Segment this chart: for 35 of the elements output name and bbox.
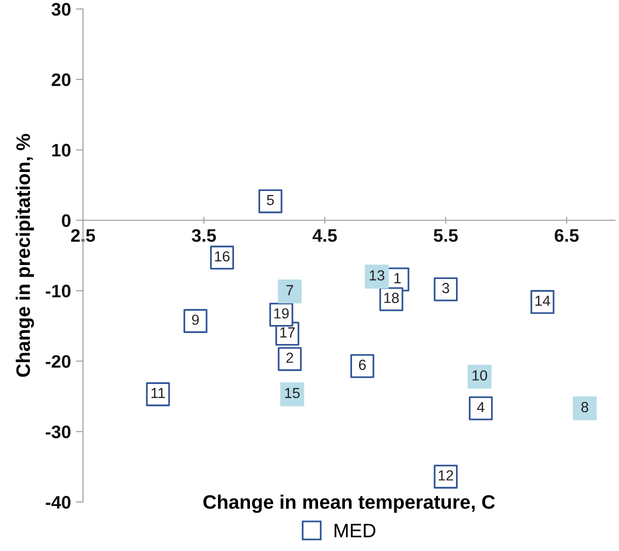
annotation: 16 <box>215 251 230 262</box>
legend-label: MED <box>334 524 376 538</box>
y-tick-label: -30 <box>46 426 70 438</box>
x-tick-label: 5.5 <box>434 229 458 242</box>
y-tick-label: 10 <box>52 144 70 157</box>
annotation: 19 <box>274 308 289 319</box>
annotation: 5 <box>266 195 274 206</box>
y-tick-label: -40 <box>46 496 70 509</box>
y-tick-label: 20 <box>52 73 70 86</box>
y-axis-title: Change in precipitation, % <box>16 134 34 377</box>
annotation: 15 <box>285 388 300 398</box>
x-tick-label: 4.5 <box>312 229 337 242</box>
annotation: 8 <box>581 402 588 412</box>
x-tick-label: 6.5 <box>554 229 579 242</box>
y-tick-label: 0 <box>62 214 70 228</box>
annotation: 17 <box>280 327 295 338</box>
x-tick-label: 3.5 <box>192 229 216 242</box>
annotation: 12 <box>438 470 454 480</box>
y-tick-label: -10 <box>46 284 70 298</box>
annotation: 13 <box>370 270 384 281</box>
annotation: 4 <box>477 402 484 412</box>
annotation: 18 <box>384 292 399 304</box>
annotation: 2 <box>286 352 294 363</box>
annotation: 1 <box>394 273 401 284</box>
annotation: 9 <box>192 314 199 325</box>
annotation: 7 <box>286 285 294 296</box>
x-tick-label: 2.5 <box>71 229 96 242</box>
annotation: 11 <box>152 388 165 398</box>
y-tick-label: 30 <box>52 2 70 16</box>
annotation: 6 <box>358 360 366 370</box>
annotation: 14 <box>535 296 550 306</box>
x-axis-title: Change in mean temperature, C <box>203 494 495 513</box>
y-tick-label: -20 <box>46 355 70 368</box>
annotation: 10 <box>472 370 488 381</box>
annotation: 3 <box>442 282 450 294</box>
